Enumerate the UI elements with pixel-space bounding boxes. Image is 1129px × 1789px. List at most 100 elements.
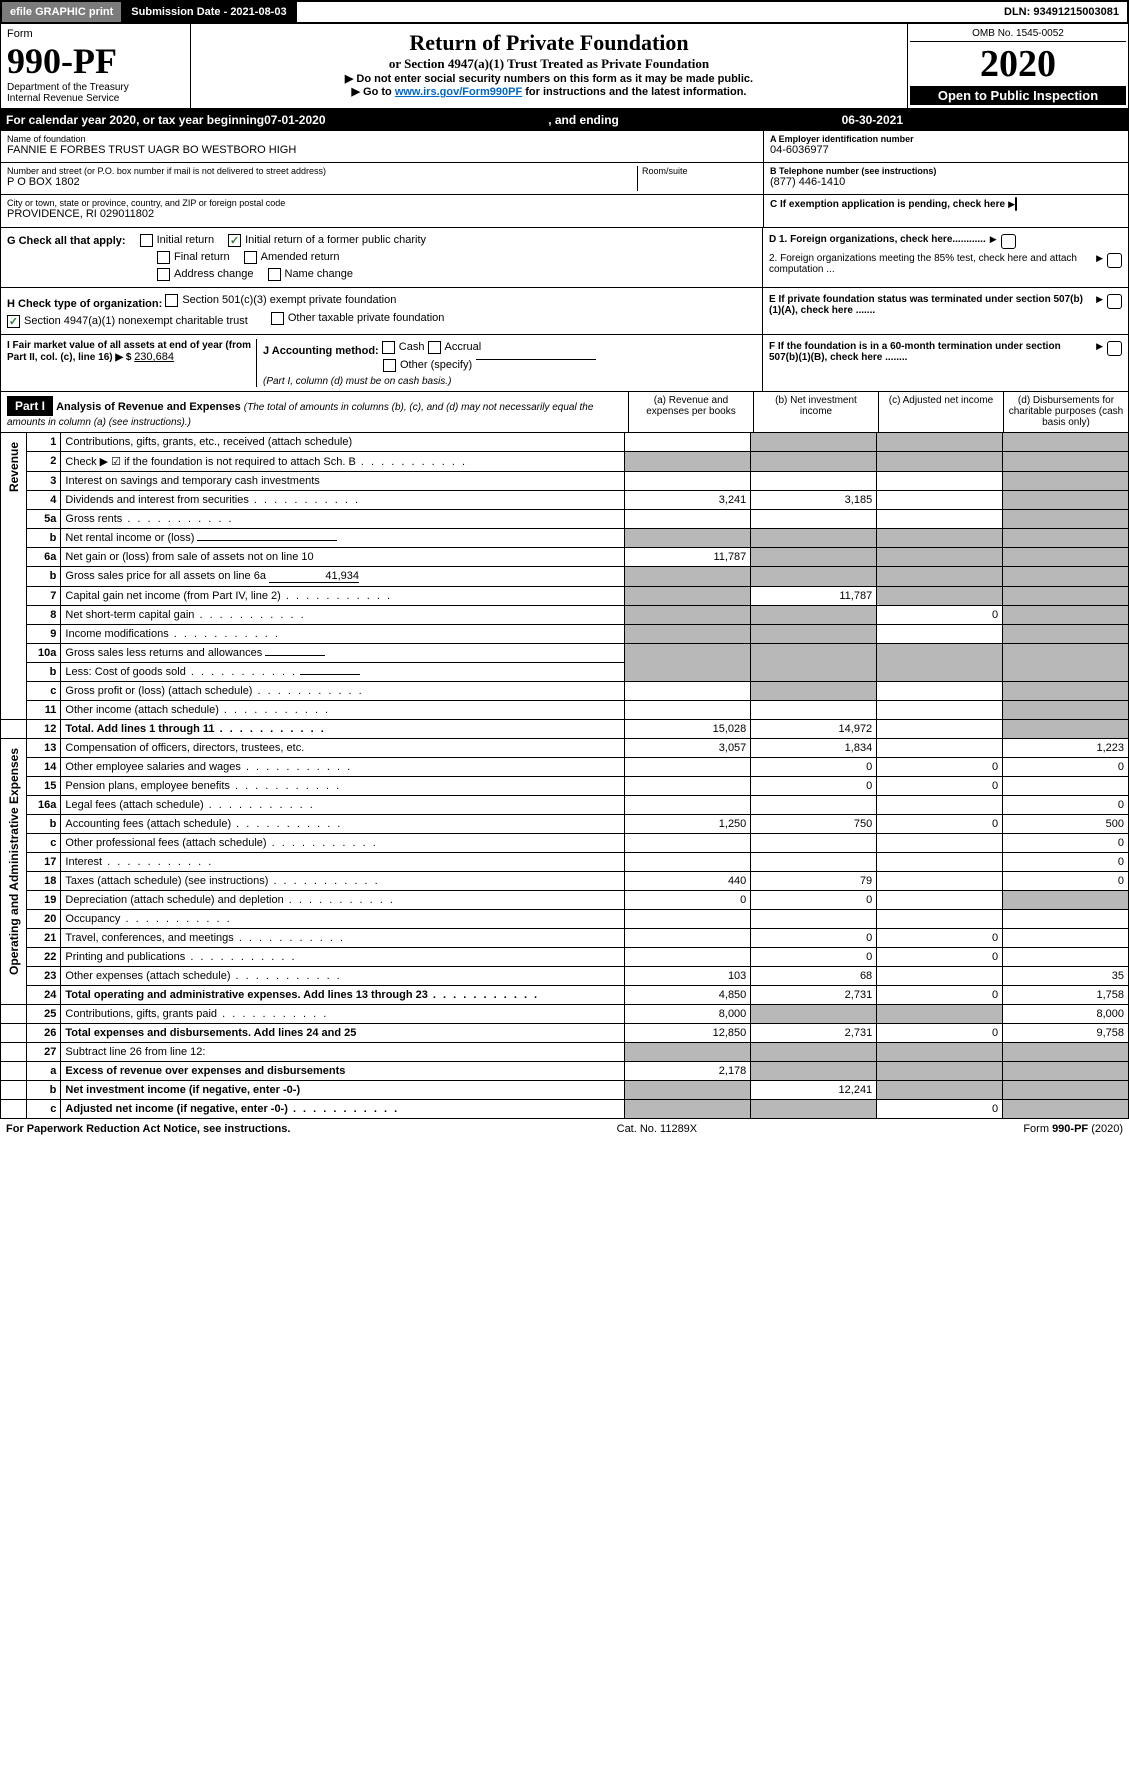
form-label: Form bbox=[7, 28, 184, 40]
phone-val: (877) 446-1410 bbox=[770, 176, 1122, 188]
cal-begin: 07-01-2020 bbox=[264, 113, 325, 127]
table-row: 12Total. Add lines 1 through 1115,02814,… bbox=[1, 720, 1129, 739]
footer-left: For Paperwork Reduction Act Notice, see … bbox=[6, 1123, 290, 1135]
h-o2: Section 4947(a)(1) nonexempt charitable … bbox=[24, 315, 248, 327]
table-row: 7Capital gain net income (from Part IV, … bbox=[1, 587, 1129, 606]
table-row: bNet investment income (if negative, ent… bbox=[1, 1081, 1129, 1100]
calendar-year-row: For calendar year 2020, or tax year begi… bbox=[0, 109, 1129, 131]
table-row: 24Total operating and administrative exp… bbox=[1, 986, 1129, 1005]
table-row: 15Pension plans, employee benefits00 bbox=[1, 777, 1129, 796]
dept: Department of the Treasury bbox=[7, 82, 184, 93]
h-501c3-checkbox[interactable] bbox=[165, 294, 178, 307]
omb-no: OMB No. 1545-0052 bbox=[910, 26, 1126, 42]
footer-right: Form 990-PF (2020) bbox=[1023, 1123, 1123, 1135]
table-row: cAdjusted net income (if negative, enter… bbox=[1, 1100, 1129, 1119]
part1-badge: Part I bbox=[7, 396, 53, 416]
cal-pre: For calendar year 2020, or tax year begi… bbox=[6, 113, 264, 127]
h-4947-checkbox[interactable] bbox=[7, 315, 20, 328]
city-label: City or town, state or province, country… bbox=[7, 198, 757, 208]
room-label: Room/suite bbox=[642, 166, 757, 176]
g-o2: Initial return of a former public charit… bbox=[245, 234, 426, 246]
page-subtitle: or Section 4947(a)(1) Trust Treated as P… bbox=[197, 56, 901, 72]
efile-btn[interactable]: efile GRAPHIC print bbox=[2, 2, 123, 22]
d1-label: D 1. Foreign organizations, check here..… bbox=[769, 234, 986, 245]
g-o3: Final return bbox=[174, 251, 230, 263]
instr-2-pre: ▶ Go to bbox=[352, 86, 395, 98]
g-label: G Check all that apply: bbox=[7, 235, 126, 247]
tax-year: 2020 bbox=[910, 42, 1126, 86]
e-label: E If private foundation status was termi… bbox=[769, 294, 1092, 316]
form-header: Form 990-PF Department of the Treasury I… bbox=[0, 24, 1129, 109]
c-checkbox[interactable] bbox=[1015, 197, 1017, 211]
instr-2-tail: for instructions and the latest informat… bbox=[522, 86, 746, 98]
col-c-header: (c) Adjusted net income bbox=[878, 392, 1003, 432]
table-row: 20Occupancy bbox=[1, 910, 1129, 929]
col-a-header: (a) Revenue and expenses per books bbox=[628, 392, 753, 432]
j-o2: Accrual bbox=[445, 341, 482, 353]
table-row: cGross profit or (loss) (attach schedule… bbox=[1, 682, 1129, 701]
table-row: cOther professional fees (attach schedul… bbox=[1, 834, 1129, 853]
j-o1: Cash bbox=[399, 341, 425, 353]
h-other-checkbox[interactable] bbox=[271, 312, 284, 325]
open-public: Open to Public Inspection bbox=[910, 86, 1126, 105]
g-amended-checkbox[interactable] bbox=[244, 251, 257, 264]
col-d-header: (d) Disbursements for charitable purpose… bbox=[1003, 392, 1128, 432]
e-checkbox[interactable] bbox=[1107, 294, 1122, 309]
table-row: 18Taxes (attach schedule) (see instructi… bbox=[1, 872, 1129, 891]
top-bar: efile GRAPHIC print Submission Date - 20… bbox=[0, 0, 1129, 24]
instructions-link[interactable]: www.irs.gov/Form990PF bbox=[395, 86, 522, 98]
g-final-checkbox[interactable] bbox=[157, 251, 170, 264]
part1-header: Part I Analysis of Revenue and Expenses … bbox=[0, 392, 1129, 433]
j-accrual-checkbox[interactable] bbox=[428, 341, 441, 354]
addr-label: Number and street (or P.O. box number if… bbox=[7, 166, 637, 176]
form-number: 990-PF bbox=[7, 40, 184, 82]
g-former-checkbox[interactable] bbox=[228, 234, 241, 247]
section-h-e: H Check type of organization: Section 50… bbox=[0, 288, 1129, 335]
table-row: 21Travel, conferences, and meetings00 bbox=[1, 929, 1129, 948]
arrow-icon bbox=[1008, 198, 1015, 210]
c-label: C If exemption application is pending, c… bbox=[770, 199, 1005, 210]
arrow-icon bbox=[990, 234, 997, 245]
cal-mid: , and ending bbox=[326, 113, 842, 127]
h-o1: Section 501(c)(3) exempt private foundat… bbox=[182, 294, 396, 306]
instr-1: ▶ Do not enter social security numbers o… bbox=[197, 72, 901, 85]
arrow-icon bbox=[1096, 253, 1103, 264]
f-label: F If the foundation is in a 60-month ter… bbox=[769, 341, 1092, 363]
g-o5: Address change bbox=[174, 268, 254, 280]
d2-checkbox[interactable] bbox=[1107, 253, 1122, 268]
table-row: 4Dividends and interest from securities3… bbox=[1, 491, 1129, 510]
h-label: H Check type of organization: bbox=[7, 298, 162, 310]
foundation-name: FANNIE E FORBES TRUST UAGR BO WESTBORO H… bbox=[7, 144, 757, 156]
arrow-icon bbox=[1096, 294, 1103, 305]
f-checkbox[interactable] bbox=[1107, 341, 1122, 356]
table-row: bAccounting fees (attach schedule)1,2507… bbox=[1, 815, 1129, 834]
g-name-checkbox[interactable] bbox=[268, 268, 281, 281]
table-row: 22Printing and publications00 bbox=[1, 948, 1129, 967]
table-row: 2Check ▶ ☑ if the foundation is not requ… bbox=[1, 452, 1129, 472]
name-label: Name of foundation bbox=[7, 134, 757, 144]
table-row: 25Contributions, gifts, grants paid8,000… bbox=[1, 1005, 1129, 1024]
dln: DLN: 93491215003081 bbox=[996, 2, 1127, 22]
g-o4: Amended return bbox=[261, 251, 340, 263]
table-row: 14Other employee salaries and wages000 bbox=[1, 758, 1129, 777]
ein-label: A Employer identification number bbox=[770, 134, 1122, 144]
ein-val: 04-6036977 bbox=[770, 144, 1122, 156]
table-row: 19Depreciation (attach schedule) and dep… bbox=[1, 891, 1129, 910]
table-row: 3Interest on savings and temporary cash … bbox=[1, 472, 1129, 491]
g-o1: Initial return bbox=[157, 234, 214, 246]
cal-end: 06-30-2021 bbox=[842, 113, 903, 127]
i-label: I Fair market value of all assets at end… bbox=[7, 340, 251, 363]
g-o6: Name change bbox=[285, 268, 354, 280]
table-row: 23Other expenses (attach schedule)103683… bbox=[1, 967, 1129, 986]
g-initial-checkbox[interactable] bbox=[140, 234, 153, 247]
page-title: Return of Private Foundation bbox=[197, 30, 901, 56]
part1-table: Revenue 1Contributions, gifts, grants, e… bbox=[0, 433, 1129, 1119]
g-address-checkbox[interactable] bbox=[157, 268, 170, 281]
table-row: 16aLegal fees (attach schedule)0 bbox=[1, 796, 1129, 815]
j-o3: Other (specify) bbox=[400, 359, 472, 371]
j-cash-checkbox[interactable] bbox=[382, 341, 395, 354]
table-row: 9Income modifications bbox=[1, 625, 1129, 644]
j-other-checkbox[interactable] bbox=[383, 359, 396, 372]
d1-checkbox[interactable] bbox=[1001, 234, 1016, 249]
table-row: 10aGross sales less returns and allowanc… bbox=[1, 644, 1129, 663]
